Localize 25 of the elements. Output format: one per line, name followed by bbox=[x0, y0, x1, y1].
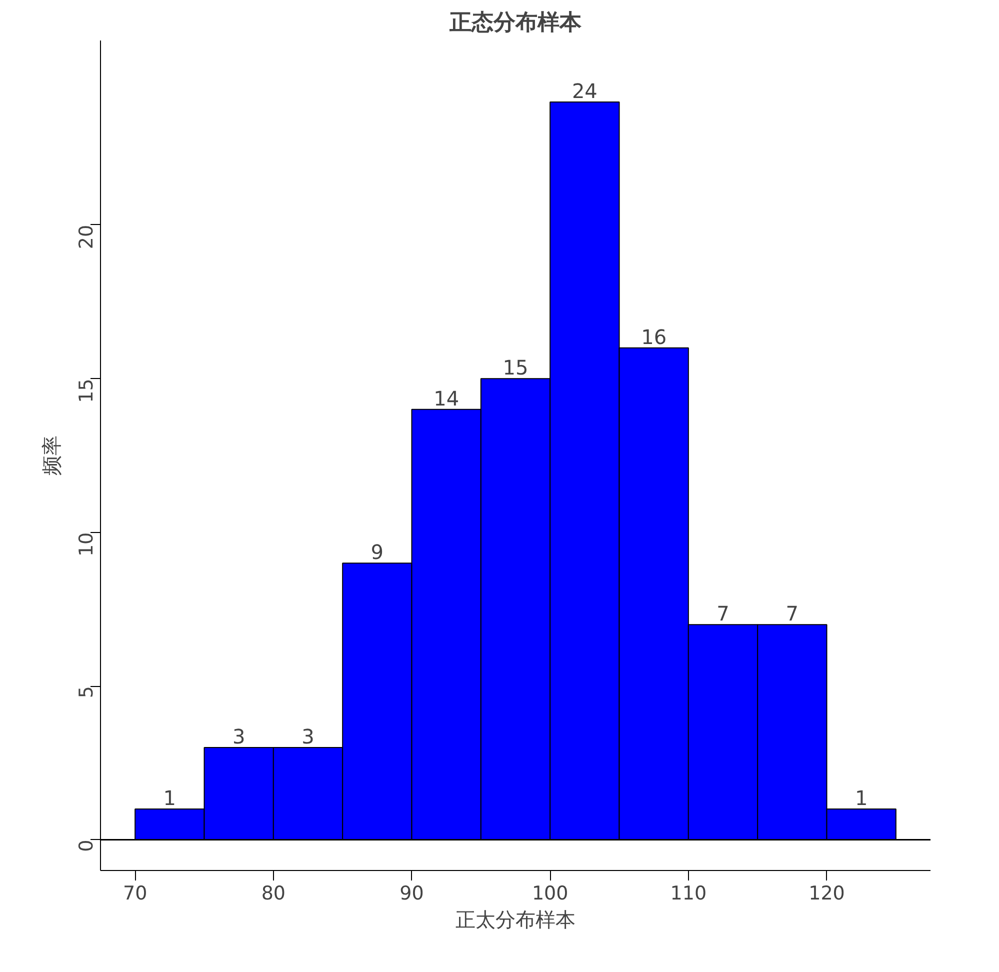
y-tick-label: 20 bbox=[76, 224, 98, 250]
x-tick-label: 90 bbox=[400, 882, 424, 904]
x-tick-label: 80 bbox=[261, 882, 286, 904]
data-label: 3 bbox=[232, 724, 246, 749]
data-label: 1 bbox=[163, 786, 176, 810]
x-axis-title: 正太分布样本 bbox=[456, 908, 576, 932]
data-label: 24 bbox=[572, 78, 598, 103]
data-label: 7 bbox=[786, 602, 799, 626]
x-tick-label: 100 bbox=[532, 882, 568, 904]
y-axis-title: 频率 bbox=[40, 436, 64, 476]
data-label: 14 bbox=[434, 386, 460, 410]
y-tick-label: 10 bbox=[76, 532, 98, 557]
data-label: 3 bbox=[302, 724, 314, 749]
chart-title: 正态分布样本 bbox=[448, 10, 582, 36]
data-label: 9 bbox=[370, 540, 384, 564]
x-tick-label: 110 bbox=[670, 882, 707, 904]
y-tick-label: 5 bbox=[76, 686, 98, 698]
y-tick-label: 0 bbox=[76, 840, 98, 852]
y-tick-label: 15 bbox=[76, 378, 98, 403]
x-tick-label: 70 bbox=[122, 882, 148, 904]
data-label: 1 bbox=[854, 786, 868, 810]
x-tick-label: 120 bbox=[808, 882, 845, 904]
data-label: 7 bbox=[716, 602, 730, 626]
data-label: 16 bbox=[641, 324, 667, 349]
data-label: 15 bbox=[502, 356, 528, 380]
